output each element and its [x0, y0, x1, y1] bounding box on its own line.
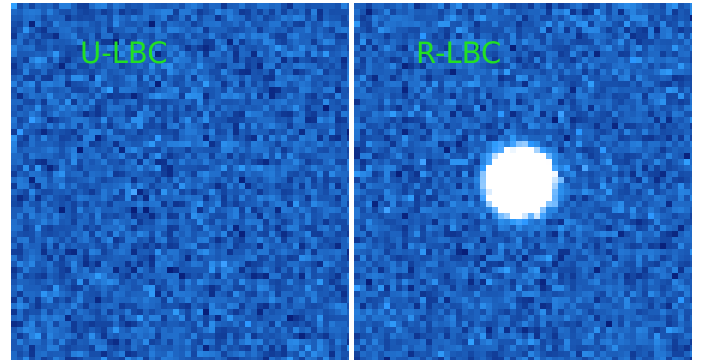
r-lbc-label: R-LBC — [416, 36, 502, 70]
image-panel-r-lbc: R-LBC — [354, 3, 692, 360]
panel-divider — [349, 3, 352, 360]
u-lbc-label: U-LBC — [80, 36, 168, 70]
u-lbc-noise-image — [11, 3, 349, 360]
image-panel-u-lbc: U-LBC — [11, 3, 349, 360]
r-lbc-noise-image — [354, 3, 692, 360]
